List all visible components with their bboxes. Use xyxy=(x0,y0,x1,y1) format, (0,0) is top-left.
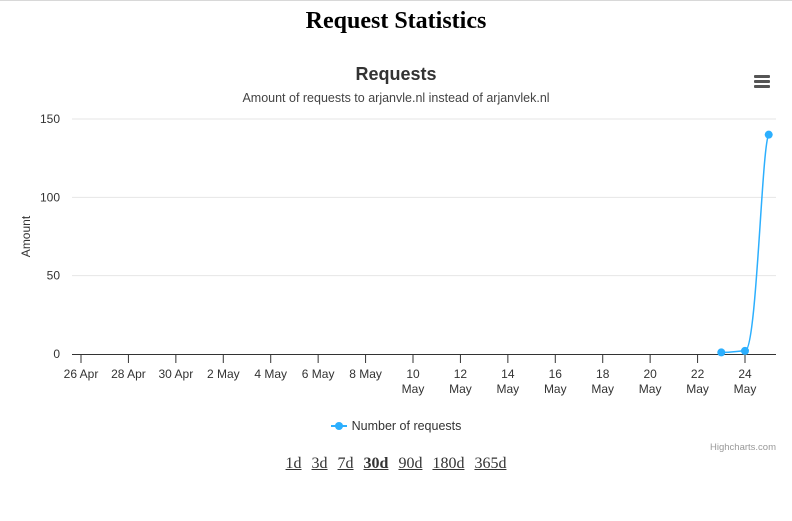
y-tick-label: 0 xyxy=(53,347,60,361)
y-axis-title: Amount xyxy=(19,215,33,257)
range-links: 1d 3d 7d 30d 90d 180d 365d xyxy=(0,455,792,473)
x-tick-label: 8 May xyxy=(349,367,382,381)
y-tick-label: 150 xyxy=(40,112,60,126)
x-tick-label: 24 May xyxy=(734,367,757,396)
x-tick-label: 20 May xyxy=(639,367,662,396)
legend-item-number-of-requests[interactable]: Number of requests xyxy=(330,419,462,433)
data-point xyxy=(717,348,726,357)
page-title: Request Statistics xyxy=(305,8,487,34)
x-tick-label: 12 May xyxy=(449,367,472,396)
x-tick-label: 16 May xyxy=(544,367,567,396)
x-tick-label: 4 May xyxy=(254,367,287,381)
x-tick-label: 28 Apr xyxy=(111,367,146,381)
legend-label: Number of requests xyxy=(351,419,462,433)
x-tick-label: 14 May xyxy=(497,367,520,396)
data-point xyxy=(764,130,773,139)
legend-line-dot-icon xyxy=(330,421,347,431)
range-link-365d[interactable]: 365d xyxy=(474,455,507,472)
range-link-180d[interactable]: 180d xyxy=(432,455,465,472)
credits-link[interactable]: Highcharts.com xyxy=(710,442,776,453)
chart-legend: Number of requests xyxy=(0,419,792,434)
chart-title: Requests xyxy=(355,64,437,84)
range-link-7d[interactable]: 7d xyxy=(337,455,354,472)
chart-container: 0 50 100 150 Amount 26 Apr 28 Apr 30 Apr 2 May 4 … xyxy=(0,55,792,460)
chart-svg: 0 50 100 150 Amount 26 Apr 28 Apr 30 Apr 2 May 4 … xyxy=(19,112,776,396)
x-tick-label: 30 Apr xyxy=(159,367,194,381)
hamburger-menu-icon[interactable] xyxy=(752,73,772,91)
range-link-90d[interactable]: 90d xyxy=(398,455,423,472)
range-link-3d[interactable]: 3d xyxy=(311,455,328,472)
x-tick-label: 10 May xyxy=(402,367,425,396)
top-divider xyxy=(0,0,792,1)
x-tick-label: 6 May xyxy=(302,367,335,381)
series-line xyxy=(721,134,770,354)
range-link-1d[interactable]: 1d xyxy=(285,455,302,472)
chart-subtitle: Amount of requests to arjanvle.nl instea… xyxy=(242,91,550,105)
x-tick-label: 22 May xyxy=(686,367,709,396)
range-link-30d[interactable]: 30d xyxy=(363,455,389,472)
x-tick-label: 18 May xyxy=(591,367,614,396)
y-tick-label: 100 xyxy=(40,190,60,204)
data-point xyxy=(741,346,749,355)
x-tick-label: 26 Apr xyxy=(64,367,99,381)
x-tick-label: 2 May xyxy=(207,367,240,381)
y-tick-label: 50 xyxy=(47,269,61,283)
